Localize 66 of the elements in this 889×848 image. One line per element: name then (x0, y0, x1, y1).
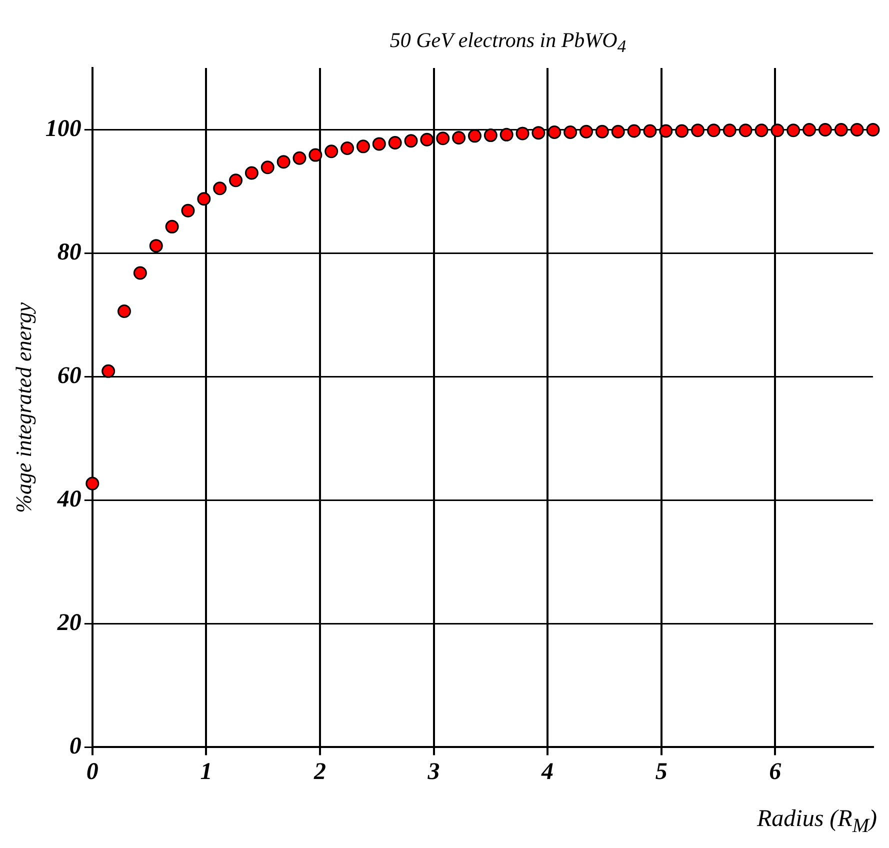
point (404, 134, 418, 148)
point (276, 155, 290, 169)
point (500, 128, 514, 142)
point (292, 151, 306, 165)
y-tick-label: 80 (57, 239, 82, 266)
point (356, 140, 370, 154)
point (866, 122, 880, 136)
y-tick-label: 20 (56, 610, 82, 636)
x-tick-label: 4 (540, 758, 554, 785)
point (659, 124, 673, 138)
chart-title: 50 GeV electrons in PbWO$_{4}$ (388, 28, 628, 58)
point (484, 128, 498, 142)
x-axis-title: Radius (R$_{M}$) (757, 806, 877, 838)
point (165, 220, 179, 234)
point (595, 124, 609, 138)
point (308, 148, 322, 162)
point (754, 124, 768, 138)
x-tick-label: 1 (200, 758, 212, 785)
point (436, 132, 450, 146)
point (722, 124, 736, 138)
point (548, 125, 562, 139)
point (611, 124, 625, 138)
point (229, 174, 243, 188)
x-tick-label: 3 (426, 758, 440, 785)
point (86, 476, 100, 490)
point (786, 124, 800, 138)
y-tick-label: 40 (56, 486, 82, 512)
point (643, 124, 657, 138)
y-axis-title: %age integrated energy (10, 302, 36, 513)
point (532, 126, 546, 140)
point (118, 304, 132, 318)
point (802, 122, 816, 136)
point (818, 122, 832, 136)
point (260, 160, 274, 174)
point (834, 122, 848, 136)
x-tick-label: 2 (312, 758, 326, 785)
point (420, 132, 434, 146)
point (468, 129, 482, 143)
point (244, 166, 258, 180)
point (452, 131, 466, 145)
x-tick-label: 0 (86, 758, 98, 785)
point (181, 204, 195, 218)
point (372, 137, 386, 151)
point (340, 142, 354, 156)
point (770, 124, 784, 138)
point (516, 126, 530, 140)
point (133, 266, 147, 280)
point (675, 124, 689, 138)
point (738, 124, 752, 138)
point (197, 192, 211, 206)
point (706, 124, 720, 138)
point (564, 125, 578, 139)
point (850, 122, 864, 136)
point (102, 364, 116, 378)
x-tick-label: 5 (655, 758, 668, 785)
y-tick-label: 100 (45, 116, 82, 142)
x-tick-label: 6 (769, 758, 782, 785)
y-tick-label: 60 (57, 362, 82, 389)
point (580, 124, 593, 138)
point (324, 144, 338, 158)
point (627, 124, 641, 138)
point (691, 124, 705, 138)
point (213, 182, 227, 196)
y-tick-label: 0 (69, 733, 82, 760)
point (388, 136, 402, 150)
point (149, 239, 163, 253)
